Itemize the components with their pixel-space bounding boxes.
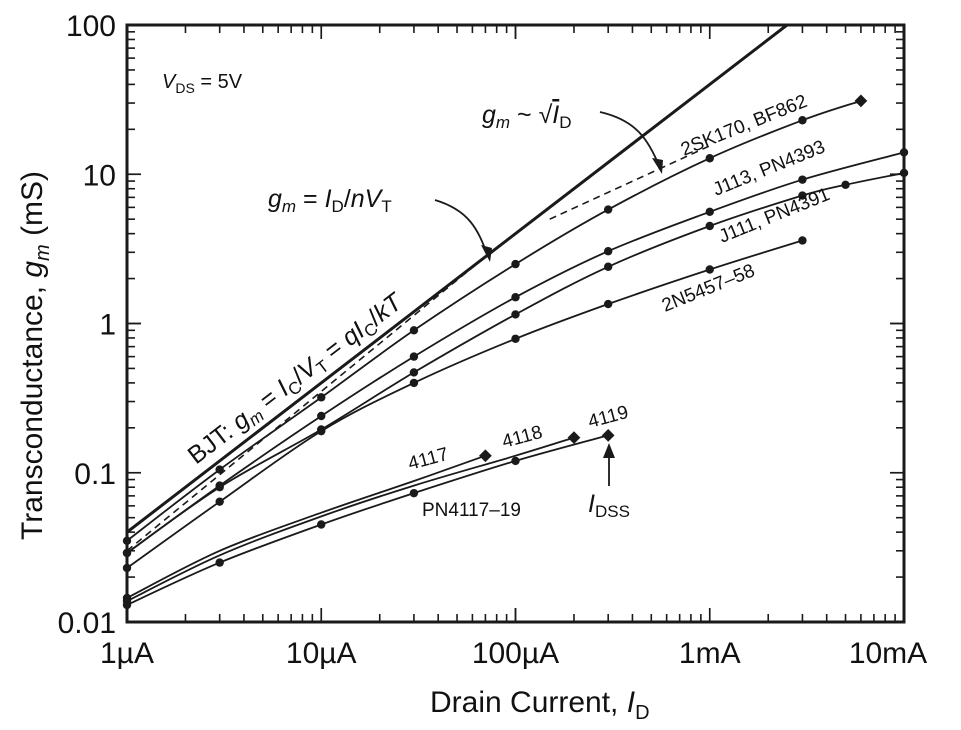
data-point <box>841 180 850 189</box>
y-tick-label: 10 <box>83 159 116 192</box>
data-point <box>511 456 520 466</box>
data-point <box>122 563 132 573</box>
data-point <box>603 247 613 256</box>
x-tick-label: 10µA <box>286 637 357 670</box>
series-line-4118 <box>126 436 575 602</box>
data-point <box>899 168 909 178</box>
data-point <box>798 236 807 245</box>
gm-sqrt-arrowhead <box>652 158 663 174</box>
vds-label: VDS = 5V <box>162 71 243 96</box>
x-tick-label: 10mA <box>849 637 927 670</box>
data-point <box>603 262 613 271</box>
series-line-gm-id-nvt <box>126 256 486 552</box>
y-tick-label: 100 <box>66 10 116 43</box>
series-line-2n5457-58 <box>126 239 803 569</box>
label-4119: 4119 <box>586 402 631 433</box>
data-point <box>409 378 419 388</box>
series-layer <box>122 23 909 610</box>
series-line-4119-pn4117-19 <box>126 434 609 606</box>
data-point <box>603 205 613 214</box>
data-point <box>798 175 807 184</box>
data-point <box>215 465 224 474</box>
series-line-gm-id <box>549 145 711 220</box>
data-point <box>511 293 520 302</box>
series-line-2sk170-bf862 <box>126 100 862 542</box>
gm-sqrt-arrow <box>599 111 661 169</box>
gm-nvt-arrowhead <box>481 245 492 262</box>
data-point <box>409 352 419 361</box>
gm-sqrt-label: gm ~ √ID <box>482 101 572 132</box>
data-point <box>122 548 132 558</box>
data-point <box>705 154 714 163</box>
data-point <box>798 191 807 200</box>
label-pn4117-19: PN4117–19 <box>422 500 521 521</box>
data-point <box>317 520 326 529</box>
idss-marker <box>854 94 868 108</box>
data-point <box>705 207 714 217</box>
data-point <box>317 411 326 421</box>
idss-marker <box>479 449 492 463</box>
data-point <box>409 488 419 498</box>
data-point <box>317 426 326 436</box>
y-tick-label: 0.01 <box>58 607 116 640</box>
data-point <box>899 148 909 157</box>
idss-arrowhead <box>603 443 615 458</box>
data-point <box>317 393 326 402</box>
series-line-4117 <box>126 454 486 599</box>
y-tick-label: 1 <box>99 309 116 342</box>
data-point <box>215 558 224 567</box>
data-point <box>122 536 132 545</box>
data-point <box>705 221 714 231</box>
data-point <box>215 483 224 492</box>
y-axis-title: Transconductance, gm (mS) <box>16 171 54 540</box>
gm-nvt-arrow <box>434 199 489 258</box>
gm-nvt-label: gm = ID/nVT <box>268 185 392 216</box>
data-point <box>798 116 807 125</box>
series-line-bjt <box>126 23 788 534</box>
data-point <box>511 310 520 319</box>
x-tick-label: 1mA <box>679 637 741 670</box>
data-point <box>511 334 520 343</box>
idss-marker <box>601 429 615 442</box>
data-point <box>705 265 714 274</box>
data-point <box>122 600 132 610</box>
x-tick-label: 1µA <box>100 637 154 670</box>
x-axis-title: Drain Current, ID <box>430 686 650 724</box>
series-line-j111-pn4391 <box>126 172 905 554</box>
data-point <box>603 299 613 309</box>
idss-label: IDSS <box>588 490 630 521</box>
axis-ticks: 1µA 10µA 100µA 1mA 10mA 0.01 0.1 1 10 100 <box>58 10 928 670</box>
data-point <box>409 368 419 377</box>
x-tick-label: 100µA <box>472 637 559 670</box>
idss-marker <box>567 431 581 444</box>
data-point <box>215 497 224 506</box>
data-point <box>409 326 419 335</box>
y-tick-label: 0.1 <box>74 458 116 491</box>
data-point <box>511 259 520 269</box>
